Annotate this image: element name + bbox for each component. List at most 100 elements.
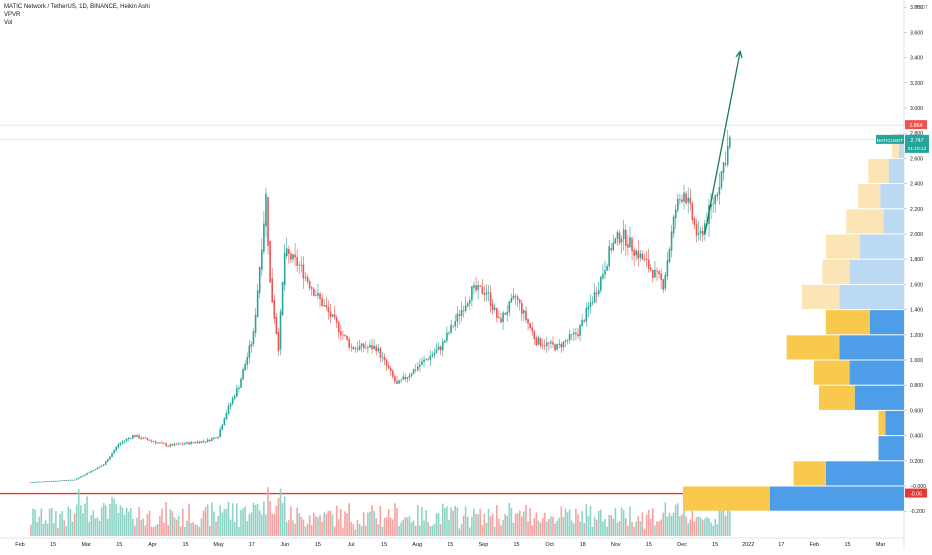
currency-label: USDT — [914, 5, 929, 11]
candle-body — [645, 258, 648, 260]
x-tick-label: May — [213, 542, 224, 548]
volume-bar — [506, 515, 509, 536]
candle-body — [119, 443, 122, 445]
candle-body — [383, 356, 386, 360]
candle-body — [431, 354, 434, 357]
volume-bar — [44, 519, 47, 536]
volume-bar — [177, 515, 180, 536]
candle-body — [171, 444, 174, 446]
candle-body — [425, 359, 427, 361]
candle-body — [504, 313, 506, 315]
candle-body — [496, 307, 498, 318]
volume-bar — [240, 510, 242, 536]
volume-bar — [281, 503, 284, 536]
candle-body — [535, 337, 538, 346]
volume-bar — [152, 527, 155, 536]
candle-body — [612, 242, 615, 251]
volume-bar — [365, 525, 367, 536]
volume-bar — [190, 523, 192, 536]
volume-bar — [523, 511, 525, 536]
symbol-badge — [876, 134, 904, 144]
volume-bar — [712, 525, 714, 536]
candle-body — [371, 345, 373, 350]
volume-bar — [186, 520, 188, 536]
candle-body — [96, 467, 99, 470]
candle-body — [595, 292, 598, 295]
candle-body — [668, 249, 671, 262]
volume-bar — [136, 517, 138, 536]
volume-bar — [319, 514, 321, 536]
volume-bar — [464, 506, 467, 536]
candle-body — [265, 193, 267, 227]
candle-body — [100, 465, 103, 467]
volume-bar — [489, 516, 492, 536]
volume-bar — [206, 504, 209, 536]
volume-bar — [250, 512, 253, 536]
x-tick-label: 17 — [249, 542, 255, 548]
candle-body — [161, 442, 163, 444]
y-tick-label: 0.600 — [910, 408, 923, 414]
x-tick-label: Jun — [280, 542, 289, 548]
volume-bar — [677, 503, 679, 536]
high-price-label: 2.864 — [910, 123, 923, 129]
candle-body — [98, 466, 101, 468]
candle-body — [485, 292, 488, 295]
y-tick-label: 3.000 — [910, 106, 923, 112]
indicator-vpvr[interactable]: VPVR — [4, 12, 21, 18]
volume-bar — [77, 489, 80, 536]
volume-bar — [244, 506, 246, 536]
volume-bar — [233, 522, 236, 536]
vpvr-down-bar — [786, 335, 840, 360]
volume-bar — [38, 516, 41, 536]
volume-bar — [188, 503, 190, 536]
volume-bar — [356, 519, 359, 536]
candle-body — [269, 240, 271, 283]
x-tick-label: 15 — [447, 542, 453, 548]
volume-bar — [310, 524, 313, 536]
candle-body — [460, 310, 463, 316]
volume-bar — [421, 507, 423, 536]
vpvr-down-bar — [825, 234, 860, 259]
volume-bar — [285, 522, 288, 536]
x-tick-label: Jul — [347, 542, 354, 548]
volume-bar — [485, 523, 488, 536]
volume-bar — [204, 506, 207, 536]
candle-body — [562, 341, 565, 348]
candle-body — [685, 193, 687, 204]
volume-bar — [525, 505, 527, 536]
volume-bar — [610, 514, 613, 536]
y-tick-label: 1.600 — [910, 282, 923, 288]
candle-body — [531, 327, 533, 332]
candle-body — [202, 441, 205, 443]
volume-bar — [105, 505, 107, 536]
volume-bar — [689, 519, 692, 536]
volume-bar — [84, 503, 86, 536]
y-tick-label: 2.200 — [910, 207, 923, 213]
candle-body — [435, 349, 438, 353]
candle-body — [423, 359, 425, 362]
candle-body — [290, 253, 292, 260]
candle-body — [633, 249, 635, 256]
candle-body — [471, 286, 473, 301]
volume-bar — [100, 507, 103, 536]
volume-bar — [317, 517, 319, 536]
volume-bar — [42, 523, 45, 536]
volume-bar — [59, 514, 61, 536]
volume-bar — [32, 508, 34, 536]
candle-body — [296, 257, 298, 266]
volume-bar — [425, 510, 427, 536]
y-tick-label: 3.800 — [910, 5, 923, 11]
indicator-volume[interactable]: Vol — [4, 20, 13, 26]
volume-bar — [127, 511, 130, 536]
volume-bar — [674, 504, 677, 536]
volume-bar — [227, 501, 230, 536]
candle-body — [236, 388, 238, 397]
candle-body — [217, 436, 219, 438]
symbol-title[interactable]: MATIC Network / TetherUS, 1D, BINANCE, H… — [4, 4, 150, 10]
volume-bar — [652, 508, 654, 536]
vpvr-up-bar — [849, 360, 904, 385]
y-tick-label: 1.400 — [910, 308, 923, 314]
volume-bar — [258, 510, 261, 536]
